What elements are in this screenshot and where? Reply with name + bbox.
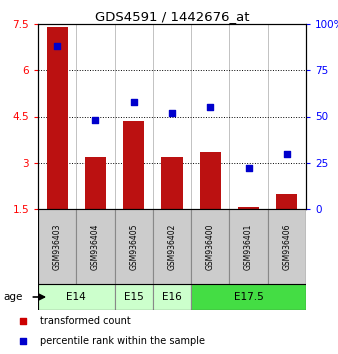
Text: E14: E14 [66,292,86,302]
Text: E15: E15 [124,292,144,302]
Point [21,338,26,343]
Text: E16: E16 [162,292,182,302]
Text: GSM936402: GSM936402 [168,223,176,270]
Point [208,104,213,110]
Bar [115,209,153,284]
Text: GSM936400: GSM936400 [206,223,215,270]
Bar [153,284,191,310]
Bar [200,152,221,209]
Bar [268,209,306,284]
Bar [153,209,191,284]
Text: percentile rank within the sample: percentile rank within the sample [40,336,205,346]
Point [21,318,26,323]
Text: GSM936404: GSM936404 [91,223,100,270]
Bar [123,121,144,209]
Point [93,118,98,123]
Text: GSM936405: GSM936405 [129,223,138,270]
Point [246,165,251,171]
Bar [230,209,268,284]
Title: GDS4591 / 1442676_at: GDS4591 / 1442676_at [95,10,249,23]
Text: GSM936401: GSM936401 [244,223,253,270]
Text: GSM936403: GSM936403 [53,223,62,270]
Bar [238,207,259,209]
Bar [38,284,115,310]
Point [54,44,60,49]
Text: transformed count: transformed count [40,315,131,325]
Bar [76,209,115,284]
Bar [85,156,106,209]
Point [284,151,290,156]
Text: GSM936406: GSM936406 [282,223,291,270]
Bar [191,284,306,310]
Bar [47,27,68,209]
Text: age: age [3,292,23,302]
Point [131,99,137,104]
Bar [276,194,297,209]
Bar [38,209,76,284]
Text: E17.5: E17.5 [234,292,263,302]
Bar [162,156,183,209]
Bar [191,209,230,284]
Bar [115,284,153,310]
Point [169,110,175,116]
